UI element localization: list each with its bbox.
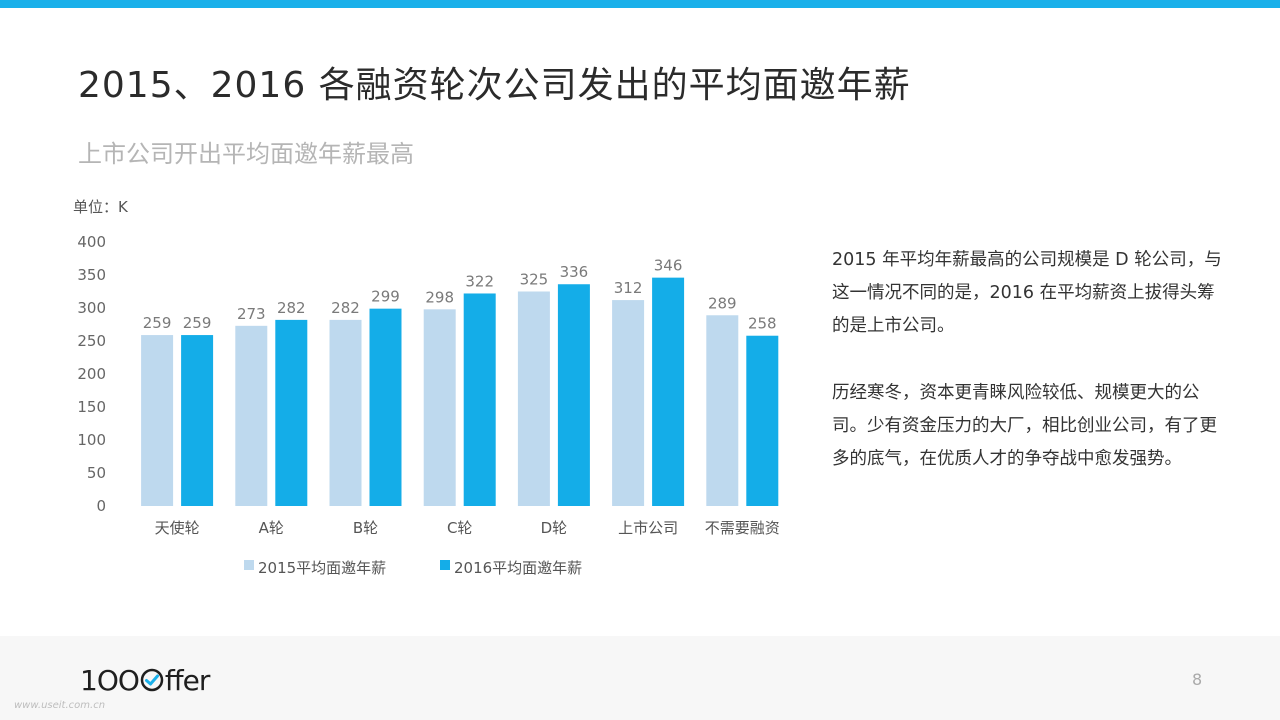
x-tick-label: D轮 [541,519,568,537]
bar-2016 [652,277,685,506]
page-subtitle: 上市公司开出平均面邀年薪最高 [78,140,414,168]
bar-group [141,277,779,506]
y-tick-label: 400 [77,233,106,251]
data-label: 325 [520,271,549,289]
top-accent-bar [0,0,1280,8]
data-label: 258 [748,315,777,333]
data-label: 282 [277,299,306,317]
y-tick-label: 50 [87,464,106,482]
bar-2015 [612,300,645,506]
data-label: 273 [237,305,266,323]
x-tick-label: B轮 [353,519,378,537]
y-tick-label: 100 [77,431,106,449]
page-number: 8 [1192,670,1203,689]
commentary-paragraph-2: 历经寒冬，资本更青睐风险较低、规模更大的公司。少有资金压力的大厂，相比创业公司，… [832,383,1217,469]
watermark: www.useit.com.cn [14,700,106,711]
x-tick-label: 天使轮 [155,519,200,537]
bar-2015 [423,309,456,506]
commentary-paragraph-1: 2015 年平均年薪最高的公司规模是 D 轮公司，与这一情况不同的是，2016 … [832,250,1222,336]
data-label: 259 [143,314,172,332]
y-tick-label: 250 [77,332,106,350]
y-tick-label: 300 [77,299,106,317]
bar-2015 [235,325,268,506]
bar-2015 [141,335,174,506]
y-tick-label: 350 [77,266,106,284]
data-labels: 259 259 273 282 282 299 298 322 325 336 312 346 289 2… [143,257,777,333]
data-label: 312 [614,279,643,297]
x-tick-label: 上市公司 [618,519,678,537]
data-label: 336 [560,263,589,281]
data-label: 282 [331,299,360,317]
chart-legend: 2015平均面邀年薪 2016平均面邀年薪 [244,559,582,577]
bar-2016 [275,319,308,506]
bar-2015 [329,319,362,506]
legend-swatch [440,560,450,570]
legend-label: 2016平均面邀年薪 [454,559,582,577]
x-tick-label: C轮 [447,519,472,537]
bar-2016 [746,335,779,506]
legend-swatch [244,560,254,570]
data-label: 322 [465,272,494,290]
data-label: 346 [654,257,683,275]
bar-2016 [557,284,590,506]
commentary: 2015 年平均年薪最高的公司规模是 D 轮公司，与这一情况不同的是，2016 … [832,244,1232,510]
data-label: 298 [425,288,454,306]
bar-2015 [706,315,739,506]
data-label: 289 [708,294,737,312]
y-tick-label: 0 [96,497,106,515]
bar-2016 [463,293,496,506]
y-tick-label: 200 [77,365,106,383]
x-axis-ticks: 天使轮 A轮 B轮 C轮 D轮 上市公司 不需要融资 [155,519,780,537]
x-tick-label: 不需要融资 [705,519,780,537]
data-label: 299 [371,288,400,306]
bar-2016 [369,308,402,506]
y-tick-label: 150 [77,398,106,416]
logo: 1OO ffer [80,663,210,697]
bar-2016 [181,335,214,506]
chart-unit-label: 单位：K [73,198,128,216]
check-circle-icon [140,668,164,692]
data-label: 259 [183,314,212,332]
footer [0,636,1280,720]
y-axis-ticks: 0 50 100 150 200 250 300 350 400 [77,233,106,515]
page-title: 2015、2016 各融资轮次公司发出的平均面邀年薪 [78,65,911,106]
bar-2015 [517,291,550,506]
x-tick-label: A轮 [259,519,284,537]
legend-label: 2015平均面邀年薪 [258,559,386,577]
bar-chart: 0 50 100 150 200 250 300 350 400 259 259 273 282 282… [77,233,780,577]
